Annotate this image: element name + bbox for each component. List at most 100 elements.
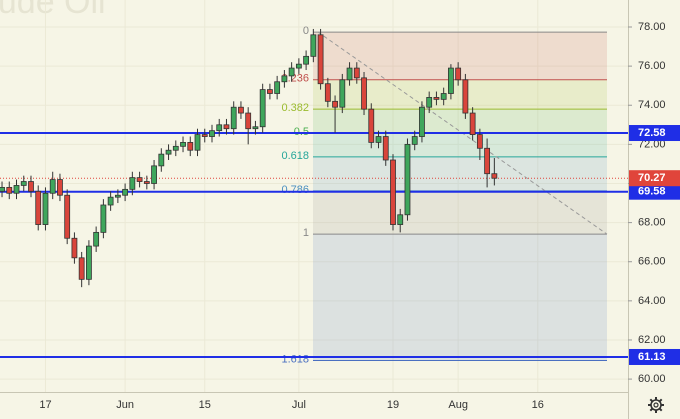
last-price-box — [629, 170, 680, 187]
candle-body — [339, 79, 346, 108]
candle-body — [114, 194, 121, 198]
candle-body — [238, 106, 244, 114]
candle-body — [93, 231, 100, 247]
candle-body — [317, 34, 324, 85]
candle-body — [20, 181, 27, 186]
fib-band — [313, 133, 607, 157]
candle-body — [209, 130, 215, 137]
candle-body — [71, 237, 78, 259]
candle-body — [303, 55, 310, 65]
candle-body — [484, 147, 491, 175]
candle-body — [42, 192, 49, 225]
candle-body — [86, 245, 92, 280]
candle-body — [151, 165, 157, 184]
candle-body — [64, 194, 71, 239]
candle-body — [455, 67, 462, 81]
fib-level-label: 0.618 — [281, 150, 309, 162]
x-tick-label: Jul — [292, 399, 306, 411]
price-label: 61.13 — [638, 351, 666, 363]
x-tick-label: 16 — [532, 399, 544, 411]
candle-body — [259, 89, 266, 128]
candle-body — [469, 112, 476, 135]
x-tick-label: Jun — [116, 399, 134, 411]
candle-body — [13, 185, 20, 194]
candle-body — [194, 134, 201, 151]
candle-body — [288, 67, 295, 77]
candle-body — [310, 34, 317, 57]
price-label: 69.58 — [638, 186, 666, 198]
y-tick-label: 64.00 — [638, 295, 666, 307]
fib-level-label: 1 — [303, 227, 309, 239]
candle-body — [49, 179, 56, 194]
price-label-box — [629, 125, 680, 142]
candle-body — [324, 83, 331, 102]
candle-body — [78, 257, 85, 280]
fib-band — [313, 156, 607, 191]
y-tick-label: 76.00 — [638, 60, 666, 72]
fib-band — [313, 79, 607, 110]
candle-body — [165, 149, 172, 155]
y-tick-label: 78.00 — [638, 21, 666, 33]
candle-body — [143, 181, 150, 184]
candle-body — [172, 145, 179, 151]
candle-body — [375, 136, 382, 143]
fib-level-label: 0 — [303, 25, 309, 37]
candle-body — [476, 134, 483, 149]
y-tick-label: 74.00 — [638, 99, 666, 111]
candle-body — [0, 186, 5, 192]
y-tick-label: 66.00 — [638, 256, 666, 268]
x-tick-label: 17 — [39, 399, 51, 411]
x-tick-label: 15 — [199, 399, 211, 411]
candle-body — [361, 77, 367, 110]
candle-body — [216, 124, 223, 132]
candle-body — [390, 159, 396, 225]
y-tick-label: 62.00 — [638, 334, 666, 346]
y-tick-label: 60.00 — [638, 373, 666, 385]
candle-body — [35, 190, 42, 225]
fib-level-label: 1.618 — [281, 353, 309, 365]
candle-body — [129, 177, 136, 190]
fib-band — [313, 234, 607, 361]
candle-body — [252, 126, 259, 130]
price-label-box — [629, 183, 680, 200]
candle-body — [223, 124, 230, 130]
candle-body — [57, 179, 63, 196]
fib-level-label: 0.786 — [281, 184, 309, 196]
candle-body — [100, 204, 107, 233]
candle-body — [411, 136, 418, 145]
candle-body — [404, 143, 411, 216]
candle-body — [295, 63, 302, 69]
candle-body — [462, 79, 469, 114]
candle-body — [382, 136, 389, 161]
price-label: 72.58 — [638, 127, 666, 139]
candle-body — [122, 188, 129, 196]
fib-band — [313, 109, 607, 134]
fib-level-label: 0.382 — [281, 102, 309, 114]
candle-body — [368, 108, 375, 143]
candle-body — [448, 67, 454, 94]
x-tick-label: 19 — [387, 399, 399, 411]
fib-band — [313, 190, 607, 235]
plot-area: Crude Oil 0 0.236 0.382 0.5 0.618 0.786 1 1.618 — [0, 0, 628, 392]
candle-body — [230, 106, 237, 130]
candle-body — [158, 153, 165, 167]
candle-body — [6, 186, 13, 194]
y-tick-label: 68.00 — [638, 217, 666, 229]
candle-body — [433, 97, 440, 100]
candle-body — [332, 100, 338, 108]
candle-body — [187, 142, 194, 151]
candle-body — [419, 106, 425, 137]
candle-body — [274, 81, 281, 94]
settings-icon[interactable] — [648, 397, 664, 413]
candle-body — [245, 112, 252, 130]
candle-body — [491, 173, 498, 179]
candle-body — [107, 196, 114, 206]
candle-body — [346, 67, 353, 81]
candle-body — [353, 67, 360, 79]
candle-body — [397, 214, 404, 225]
x-tick-label: Aug — [448, 399, 468, 411]
candle-body — [136, 177, 143, 182]
candle-body — [180, 142, 186, 147]
